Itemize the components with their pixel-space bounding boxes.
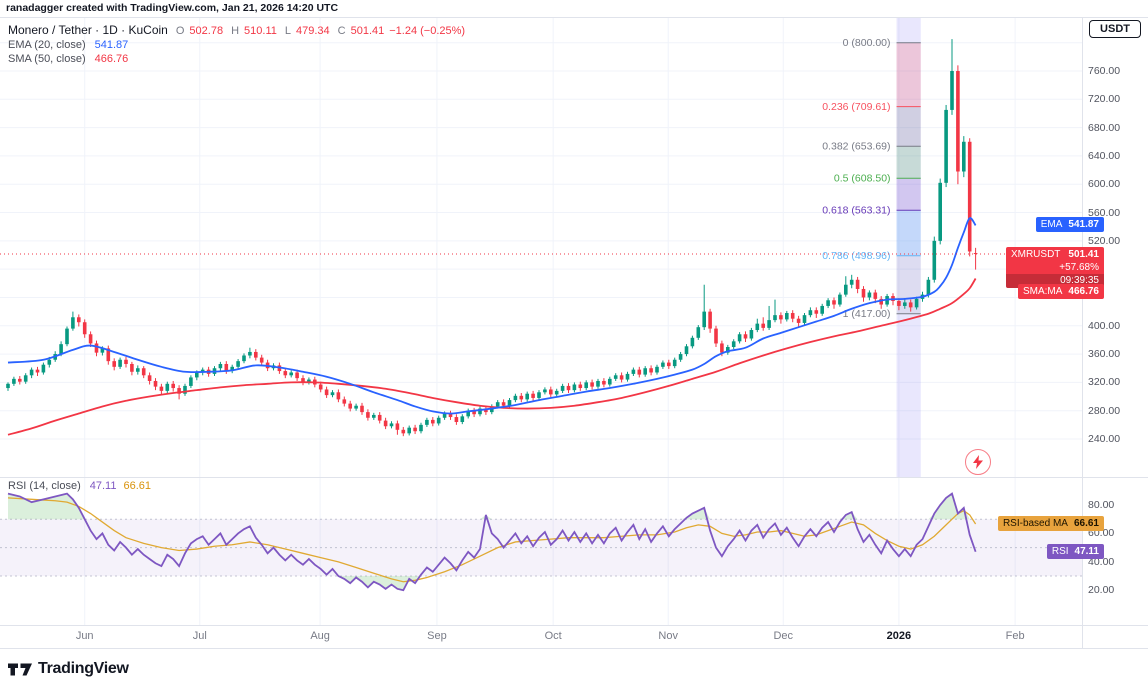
change-percent-badge: +57.68% xyxy=(1059,262,1099,273)
price-axis-label: 400.00 xyxy=(1088,319,1121,332)
time-axis-label: Jul xyxy=(192,630,207,642)
price-axis-label: 320.00 xyxy=(1088,376,1121,389)
lightning-icon xyxy=(973,455,983,469)
rsi-axis-label: 40.00 xyxy=(1088,555,1115,568)
ema-indicator-label[interactable]: EMA (20, close) xyxy=(8,39,86,51)
time-axis-label: Nov xyxy=(658,630,678,642)
price-axis[interactable]: 760.00 720.00 680.00 640.00 600.00 560.00 520.… xyxy=(1082,18,1148,477)
last-price-badge: XMRUSDT 501.41 +57.68% 09:39:35 xyxy=(1005,247,1104,288)
price-axis-label: 600.00 xyxy=(1088,178,1121,191)
time-axis-label: Feb xyxy=(1005,630,1025,642)
time-axis-label: Jun xyxy=(75,630,94,642)
open-label: O xyxy=(175,25,185,37)
rsi-pane-legend: RSI (14, close) 47.11 66.61 xyxy=(8,480,151,494)
high-value: 510.11 xyxy=(244,25,277,37)
price-axis-label: 760.00 xyxy=(1088,65,1121,77)
price-axis-label: 240.00 xyxy=(1088,432,1121,445)
ema-price-badge: EMA 541.87 xyxy=(1035,217,1104,233)
tradingview-logo[interactable]: TradingView xyxy=(8,660,129,678)
chart-canvas[interactable]: 0 (800.00) 0.236 (709.61) 0.382 (653.69) 0.… xyxy=(0,0,1148,650)
time-axis-label: Sep xyxy=(427,630,447,642)
rsi-ma-indicator-value: 66.61 xyxy=(123,480,151,492)
price-axis-label: 720.00 xyxy=(1088,93,1121,106)
rsi-axis-label: 80.00 xyxy=(1088,499,1115,511)
low-value: 479.34 xyxy=(295,25,330,37)
tradingview-logo-text: TradingView xyxy=(38,660,129,677)
time-axis[interactable]: Jun Jul Aug Sep Oct Nov Dec 2026 Feb xyxy=(0,626,1082,648)
price-axis-label: 680.00 xyxy=(1088,121,1121,134)
price-axis-label: 640.00 xyxy=(1088,149,1121,162)
time-axis-label: Oct xyxy=(544,630,562,642)
quick-action-lightning-button[interactable] xyxy=(965,449,991,475)
attribution-text: ranadagger created with TradingView.com,… xyxy=(6,2,339,14)
rsi-indicator-value: 47.11 xyxy=(89,480,117,492)
fib-level-label: 0.618 (563.31) xyxy=(822,205,890,217)
rsi-ma-badge: RSI-based MA 66.61 xyxy=(997,516,1104,532)
time-axis-label: Aug xyxy=(310,630,330,642)
price-axis-label: 280.00 xyxy=(1088,404,1121,417)
rsi-axis-label: 20.00 xyxy=(1088,584,1115,597)
symbol-title[interactable]: Monero / Tether · 1D · KuCoin xyxy=(8,23,168,37)
time-axis-label: Dec xyxy=(773,630,794,642)
fib-level-label: 0.786 (498.96) xyxy=(822,250,890,262)
tradingview-logo-icon xyxy=(8,663,32,675)
price-axis-label: 560.00 xyxy=(1088,206,1121,219)
ema-indicator-value: 541.87 xyxy=(94,39,129,51)
low-label: L xyxy=(284,25,291,37)
rsi-indicator-label[interactable]: RSI (14, close) xyxy=(8,480,81,492)
fib-level-label: 0 (800.00) xyxy=(843,37,891,49)
fib-level-label: 0.236 (709.61) xyxy=(822,101,890,113)
sma-indicator-label[interactable]: SMA (50, close) xyxy=(8,53,86,65)
fib-level-label: 0.382 (653.69) xyxy=(822,141,890,153)
price-axis-label: 360.00 xyxy=(1088,348,1121,361)
price-axis-label: 520.00 xyxy=(1088,234,1121,247)
currency-toggle-button[interactable]: USDT xyxy=(1089,20,1141,38)
open-value: 502.78 xyxy=(189,25,224,37)
close-label: C xyxy=(337,25,346,37)
sma-indicator-value: 466.76 xyxy=(94,53,129,65)
fib-level-label: 1 (417.00) xyxy=(843,308,891,320)
fib-level-label: 0.5 (608.50) xyxy=(834,173,891,185)
high-label: H xyxy=(231,25,240,37)
change-value: −1.24 (−0.25%) xyxy=(389,25,466,37)
rsi-value-badge: RSI 47.11 xyxy=(1046,543,1104,559)
sma-price-badge: SMA:MA 466.76 xyxy=(1017,283,1104,299)
time-axis-label: 2026 xyxy=(886,630,912,642)
close-value: 501.41 xyxy=(350,25,385,37)
